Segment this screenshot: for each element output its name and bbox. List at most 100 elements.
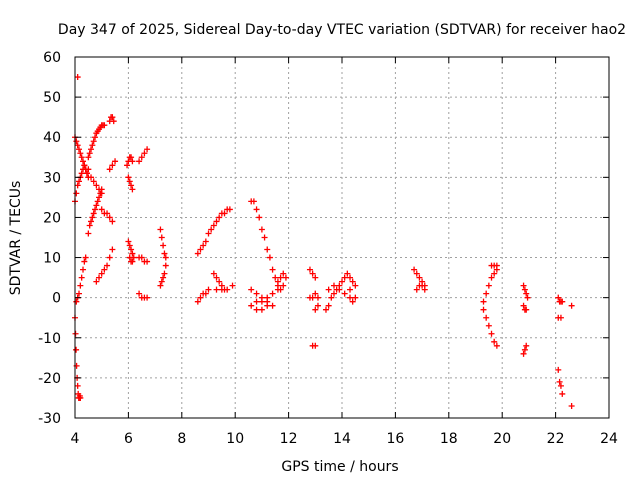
series-sat-ag	[312, 302, 321, 313]
x-tick-label: 14	[333, 431, 351, 447]
series-sat-ae	[306, 290, 321, 301]
grid	[75, 57, 609, 418]
series-sat-y	[248, 198, 284, 293]
data-point	[226, 206, 233, 213]
data-point	[312, 290, 319, 297]
series-sat-an	[480, 306, 500, 349]
data-point	[224, 286, 231, 293]
data-point	[74, 74, 81, 81]
data-point	[136, 158, 143, 165]
data-point	[269, 290, 276, 297]
data-point	[493, 342, 500, 349]
data-point	[559, 390, 566, 397]
data-point	[344, 270, 351, 277]
data-point	[210, 270, 217, 277]
series-sat-a	[72, 314, 84, 401]
data-point	[559, 298, 566, 305]
data-point	[264, 302, 271, 309]
y-tick-label: 0	[52, 291, 61, 307]
data-point	[325, 302, 332, 309]
data-point	[555, 366, 562, 373]
data-point	[90, 178, 97, 185]
data-point	[491, 270, 498, 277]
y-tick-label: -20	[38, 371, 61, 387]
data-point	[160, 274, 167, 281]
data-point	[72, 330, 79, 337]
data-point	[493, 262, 500, 269]
data-point	[109, 114, 116, 121]
data-point	[216, 278, 223, 285]
data-point	[483, 290, 490, 297]
data-point	[352, 294, 359, 301]
series-sat-ad	[306, 266, 319, 281]
data-point	[556, 378, 563, 385]
data-point	[85, 166, 92, 173]
data-point	[314, 302, 321, 309]
series-sat-h	[93, 246, 116, 285]
data-point	[98, 190, 105, 197]
data-point	[90, 138, 97, 145]
data-point	[520, 302, 527, 309]
data-point	[205, 230, 212, 237]
data-point	[128, 154, 135, 161]
series-sat-b	[73, 254, 89, 305]
axis-ticks: 4 6 8 10 12 14 16 18 20 22 24 -30 -20 -10 0 10 20 30 40 50 6…	[38, 50, 618, 447]
data-point	[144, 294, 151, 301]
data-point	[339, 278, 345, 285]
data-point	[483, 314, 490, 321]
data-point	[74, 142, 81, 149]
series-sat-ab	[253, 302, 271, 313]
data-point	[336, 286, 343, 293]
data-point	[248, 302, 255, 309]
data-point	[419, 282, 426, 289]
y-tick-label: -10	[38, 331, 61, 347]
y-tick-label: 40	[43, 130, 61, 146]
data-point	[205, 286, 212, 293]
data-point	[557, 314, 564, 321]
x-tick-label: 10	[226, 431, 244, 447]
series-sat-au	[555, 314, 564, 321]
data-point	[330, 282, 337, 289]
data-point	[109, 246, 116, 253]
data-point	[76, 146, 83, 153]
data-point	[197, 294, 204, 301]
data-point	[258, 306, 265, 313]
data-point	[125, 238, 132, 245]
series-sat-v	[194, 286, 212, 305]
series-sat-ar	[520, 302, 530, 313]
data-point	[523, 306, 530, 313]
data-point	[557, 382, 564, 389]
data-point	[520, 282, 527, 289]
data-point	[352, 282, 359, 289]
y-axis-label: SDTVAR / TECUs	[8, 181, 24, 296]
data-point	[480, 298, 487, 305]
data-point	[98, 206, 105, 213]
data-point	[88, 218, 95, 225]
data-point	[74, 382, 81, 389]
data-point	[272, 274, 279, 281]
x-tick-label: 22	[547, 431, 565, 447]
data-point	[555, 294, 562, 301]
series-sat-p	[136, 146, 151, 165]
data-point	[85, 154, 92, 161]
data-point	[93, 202, 100, 209]
data-point	[96, 274, 103, 281]
data-point	[229, 282, 236, 289]
data-point	[96, 186, 103, 193]
x-tick-label: 24	[600, 431, 618, 447]
data-point	[96, 194, 103, 201]
data-point	[330, 290, 337, 297]
data-point	[126, 178, 133, 185]
data-point	[256, 214, 263, 221]
data-point	[88, 174, 95, 181]
data-point	[73, 138, 80, 145]
series-sat-k	[106, 158, 119, 173]
data-point	[81, 258, 88, 265]
data-point	[101, 266, 108, 273]
series-sat-x	[213, 282, 236, 293]
data-point	[129, 186, 136, 193]
series-sat-e	[85, 122, 108, 161]
data-point	[280, 270, 287, 277]
data-point	[161, 250, 168, 257]
